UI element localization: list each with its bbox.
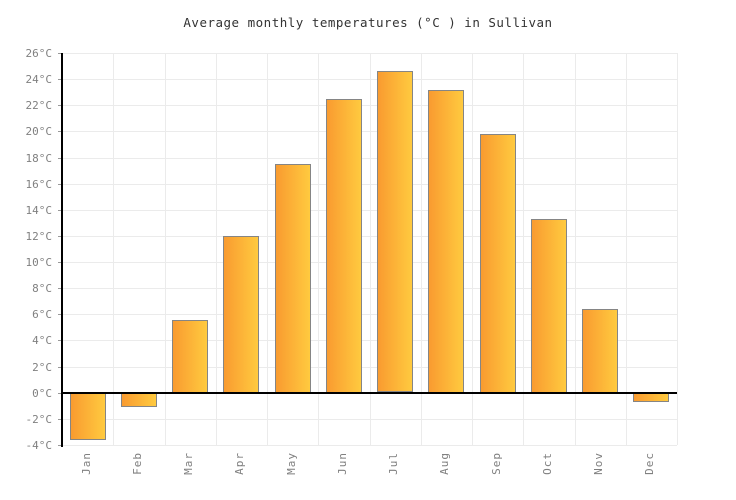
x-label-may: May — [285, 452, 298, 475]
y-tick-label: 2°C — [32, 361, 52, 374]
y-tick-label: 22°C — [25, 99, 53, 112]
h-gridline — [62, 445, 677, 446]
bar-oct — [531, 219, 567, 393]
x-label-dec: Dec — [643, 452, 656, 475]
bar-dec — [633, 393, 669, 402]
zero-line — [62, 392, 677, 394]
v-gridline — [318, 53, 319, 445]
y-tick-mark — [58, 393, 62, 394]
h-gridline — [62, 105, 677, 106]
h-gridline — [62, 340, 677, 341]
y-tick-label: -2°C — [25, 413, 53, 426]
bar-jun — [326, 99, 362, 393]
y-tick-mark — [58, 288, 62, 289]
x-label-aug: Aug — [438, 452, 451, 475]
y-tick-mark — [58, 184, 62, 185]
h-gridline — [62, 158, 677, 159]
y-tick-label: 0°C — [32, 387, 52, 400]
h-gridline — [62, 210, 677, 211]
x-label-feb: Feb — [131, 452, 144, 475]
y-tick-mark — [58, 419, 62, 420]
y-tick-mark — [58, 131, 62, 132]
bar-mar — [172, 320, 208, 393]
v-gridline — [216, 53, 217, 445]
y-tick-mark — [58, 340, 62, 341]
x-label-jan: Jan — [80, 452, 93, 475]
bar-feb — [121, 393, 157, 407]
h-gridline — [62, 184, 677, 185]
h-gridline — [62, 236, 677, 237]
y-tick-mark — [58, 236, 62, 237]
bar-aug — [428, 90, 464, 393]
v-gridline — [575, 53, 576, 445]
y-tick-mark — [58, 53, 62, 54]
y-tick-label: 16°C — [25, 178, 53, 191]
y-tick-label: 18°C — [25, 152, 53, 165]
bar-apr — [223, 236, 259, 393]
y-tick-label: 8°C — [32, 282, 52, 295]
y-tick-label: -4°C — [25, 439, 53, 452]
y-tick-label: 14°C — [25, 204, 53, 217]
x-label-mar: Mar — [182, 452, 195, 475]
y-tick-label: 24°C — [25, 73, 53, 86]
x-label-jul: Jul — [387, 452, 400, 475]
v-gridline — [626, 53, 627, 445]
bar-sep — [480, 134, 516, 393]
x-label-nov: Nov — [592, 452, 605, 475]
bar-may — [275, 164, 311, 393]
y-tick-mark — [58, 79, 62, 80]
y-tick-mark — [58, 158, 62, 159]
x-label-apr: Apr — [233, 452, 246, 475]
h-gridline — [62, 53, 677, 54]
v-gridline — [677, 53, 678, 445]
v-gridline — [472, 53, 473, 445]
y-tick-label: 6°C — [32, 308, 52, 321]
y-tick-label: 10°C — [25, 256, 53, 269]
y-tick-mark — [58, 262, 62, 263]
x-label-jun: Jun — [336, 452, 349, 475]
h-gridline — [62, 367, 677, 368]
h-gridline — [62, 314, 677, 315]
x-label-sep: Sep — [490, 452, 503, 475]
bar-nov — [582, 309, 618, 393]
y-tick-label: 12°C — [25, 230, 53, 243]
y-tick-label: 20°C — [25, 125, 53, 138]
x-label-oct: Oct — [541, 452, 554, 475]
y-tick-mark — [58, 105, 62, 106]
v-gridline — [267, 53, 268, 445]
h-gridline — [62, 419, 677, 420]
h-gridline — [62, 131, 677, 132]
h-gridline — [62, 79, 677, 80]
y-tick-label: 26°C — [25, 47, 53, 60]
y-axis-line — [61, 53, 63, 447]
h-gridline — [62, 262, 677, 263]
v-gridline — [113, 53, 114, 445]
v-gridline — [165, 53, 166, 445]
chart-title: Average monthly temperatures (°C ) in Su… — [183, 15, 553, 30]
y-tick-label: 4°C — [32, 334, 52, 347]
v-gridline — [421, 53, 422, 445]
bar-jan — [70, 393, 106, 440]
v-gridline — [523, 53, 524, 445]
y-tick-mark — [58, 367, 62, 368]
h-gridline — [62, 288, 677, 289]
v-gridline — [370, 53, 371, 445]
y-tick-mark — [58, 314, 62, 315]
y-tick-mark — [58, 210, 62, 211]
bar-jul — [377, 71, 413, 392]
y-tick-mark — [58, 445, 62, 446]
